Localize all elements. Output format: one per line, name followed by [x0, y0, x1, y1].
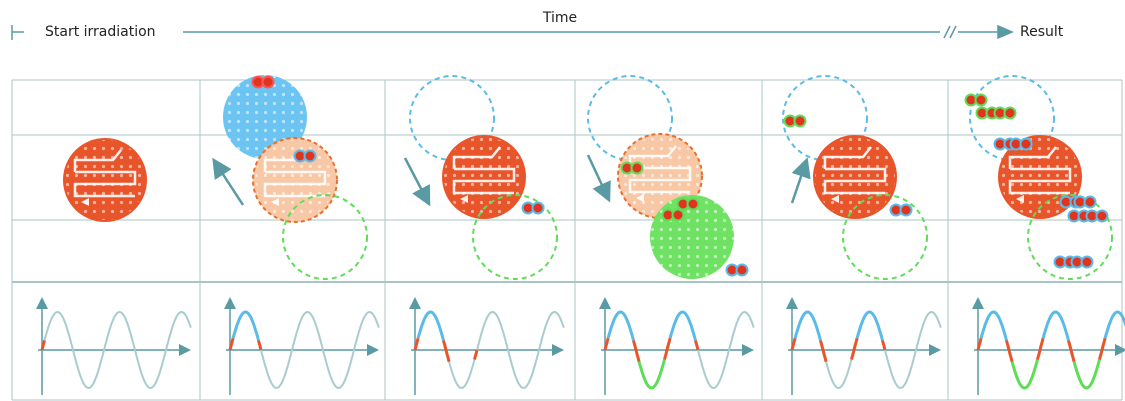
timeline: [12, 25, 1012, 40]
wave-dose: [634, 341, 640, 362]
tumor-dots: [65, 140, 145, 220]
dose-dot: [673, 210, 684, 221]
dose-dot: [737, 265, 748, 276]
tumor-faded: [253, 138, 337, 222]
result-label: Result: [1020, 24, 1064, 40]
tumor: [442, 135, 526, 219]
tumor-dots: [444, 137, 524, 217]
diagram: Start irradiation Time Result: [0, 0, 1125, 401]
wave-dose: [259, 341, 262, 351]
time-label: Time: [542, 10, 577, 26]
motion-arrow: [215, 162, 243, 205]
dose-dot: [976, 95, 987, 106]
wave-dose: [665, 338, 671, 359]
wave-dose: [1007, 341, 1013, 362]
motion-arrow: [405, 158, 428, 202]
wave-dose: [821, 341, 827, 362]
dose-dot: [1097, 211, 1108, 222]
wave-dose: [1012, 360, 1037, 389]
panels: [38, 75, 1125, 395]
wave-dose: [852, 338, 858, 359]
wave-dose: [1100, 338, 1106, 359]
wave-dose: [981, 312, 1006, 341]
wave-dose: [233, 312, 258, 341]
dose-dot: [632, 163, 643, 174]
dose-dot: [795, 116, 806, 127]
tumor-dots: [815, 137, 895, 217]
wave-dose: [639, 360, 664, 389]
tumor: [63, 138, 147, 222]
dose-dot: [688, 199, 699, 210]
wave-dose: [1043, 312, 1068, 341]
wave-dose: [696, 341, 699, 351]
dose-dot: [305, 151, 316, 162]
wave-dose: [1069, 341, 1075, 362]
organ-outline: [843, 195, 927, 279]
motion-arrow: [588, 155, 608, 198]
motion-arrow: [792, 162, 806, 203]
dose-dot: [533, 203, 544, 214]
wave-dose: [857, 312, 882, 341]
wave-dose: [883, 341, 886, 351]
wave-dose: [444, 341, 450, 362]
dose-dot: [1085, 197, 1096, 208]
grid: [12, 80, 1122, 400]
dose-dot: [263, 77, 274, 88]
dose-dot: [1021, 139, 1032, 150]
wave-dose: [795, 312, 820, 341]
wave-dose: [418, 312, 443, 341]
wave-dose: [1038, 338, 1044, 359]
wave-dose: [608, 312, 633, 341]
dose-dot: [1005, 108, 1016, 119]
dose-dot: [901, 205, 912, 216]
wave-dose: [1074, 360, 1099, 389]
wave-dose: [475, 350, 478, 360]
wave-dose: [670, 312, 695, 341]
dose-dot: [1082, 257, 1093, 268]
start-label: Start irradiation: [45, 24, 156, 40]
